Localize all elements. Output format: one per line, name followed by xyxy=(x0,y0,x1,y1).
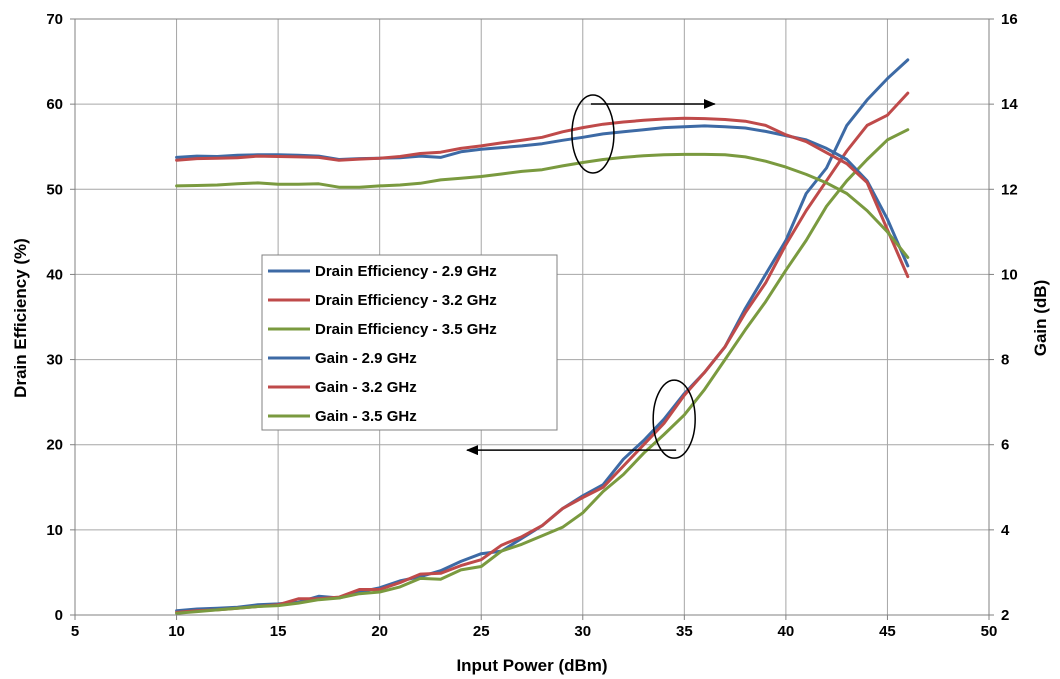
series-line-gain-3-5-ghz xyxy=(175,152,910,259)
right-tick-label: 2 xyxy=(1001,607,1009,624)
left-tick-label: 60 xyxy=(46,96,63,113)
plot-border xyxy=(74,18,990,616)
legend-label: Drain Efficiency - 3.5 GHz xyxy=(315,321,497,338)
annotation-ellipse xyxy=(652,379,696,459)
left-tick-label: 10 xyxy=(46,522,63,539)
right-tick-label: 10 xyxy=(1001,266,1018,283)
series-layer xyxy=(175,58,910,615)
right-tick-label: 14 xyxy=(1001,96,1018,113)
legend-label: Gain - 3.2 GHz xyxy=(315,379,417,396)
left-tick-label: 70 xyxy=(46,11,63,28)
x-tick-label: 35 xyxy=(676,623,693,640)
left-axis-ticks: 0 10 20 30 40 50 60 70 xyxy=(46,11,75,624)
right-tick-label: 12 xyxy=(1001,181,1018,198)
x-tick-label: 10 xyxy=(168,623,185,640)
left-axis-title: Drain Efficiency (%) xyxy=(11,238,30,398)
x-tick-label: 20 xyxy=(371,623,388,640)
x-tick-label: 5 xyxy=(71,623,79,640)
x-tick-label: 15 xyxy=(270,623,287,640)
left-tick-label: 0 xyxy=(55,607,63,624)
x-tick-label: 40 xyxy=(778,623,795,640)
series-line-drain-efficiency-3-5-ghz xyxy=(175,128,910,615)
left-tick-label: 50 xyxy=(46,181,63,198)
legend-label: Gain - 3.5 GHz xyxy=(315,408,417,425)
legend-box xyxy=(261,254,558,431)
right-axis-title: Gain (dB) xyxy=(1031,280,1050,357)
annotation-ellipse xyxy=(571,94,615,174)
legend: Drain Efficiency - 2.9 GHz Drain Efficien… xyxy=(261,254,558,431)
series-line-gain-3-2-ghz xyxy=(175,116,910,279)
x-axis-title: Input Power (dBm) xyxy=(456,656,607,675)
legend-label: Gain - 2.9 GHz xyxy=(315,350,417,367)
left-tick-label: 40 xyxy=(46,266,63,283)
left-tick-label: 20 xyxy=(46,437,63,454)
right-axis-ticks: 2 4 6 8 10 12 14 16 xyxy=(989,11,1018,624)
right-tick-label: 16 xyxy=(1001,11,1018,28)
x-tick-label: 25 xyxy=(473,623,490,640)
right-tick-label: 8 xyxy=(1001,352,1009,369)
legend-label: Drain Efficiency - 2.9 GHz xyxy=(315,263,497,280)
legend-label: Drain Efficiency - 3.2 GHz xyxy=(315,292,497,309)
right-tick-label: 4 xyxy=(1001,522,1010,539)
x-tick-label: 45 xyxy=(879,623,896,640)
x-axis-ticks: 5 10 15 20 25 30 35 40 45 50 xyxy=(71,615,998,640)
annotation-layer xyxy=(466,94,716,459)
x-tick-label: 30 xyxy=(574,623,591,640)
series-line-drain-efficiency-3-2-ghz xyxy=(175,91,910,614)
x-tick-label: 50 xyxy=(981,623,998,640)
right-tick-label: 6 xyxy=(1001,437,1009,454)
left-tick-label: 30 xyxy=(46,352,63,369)
